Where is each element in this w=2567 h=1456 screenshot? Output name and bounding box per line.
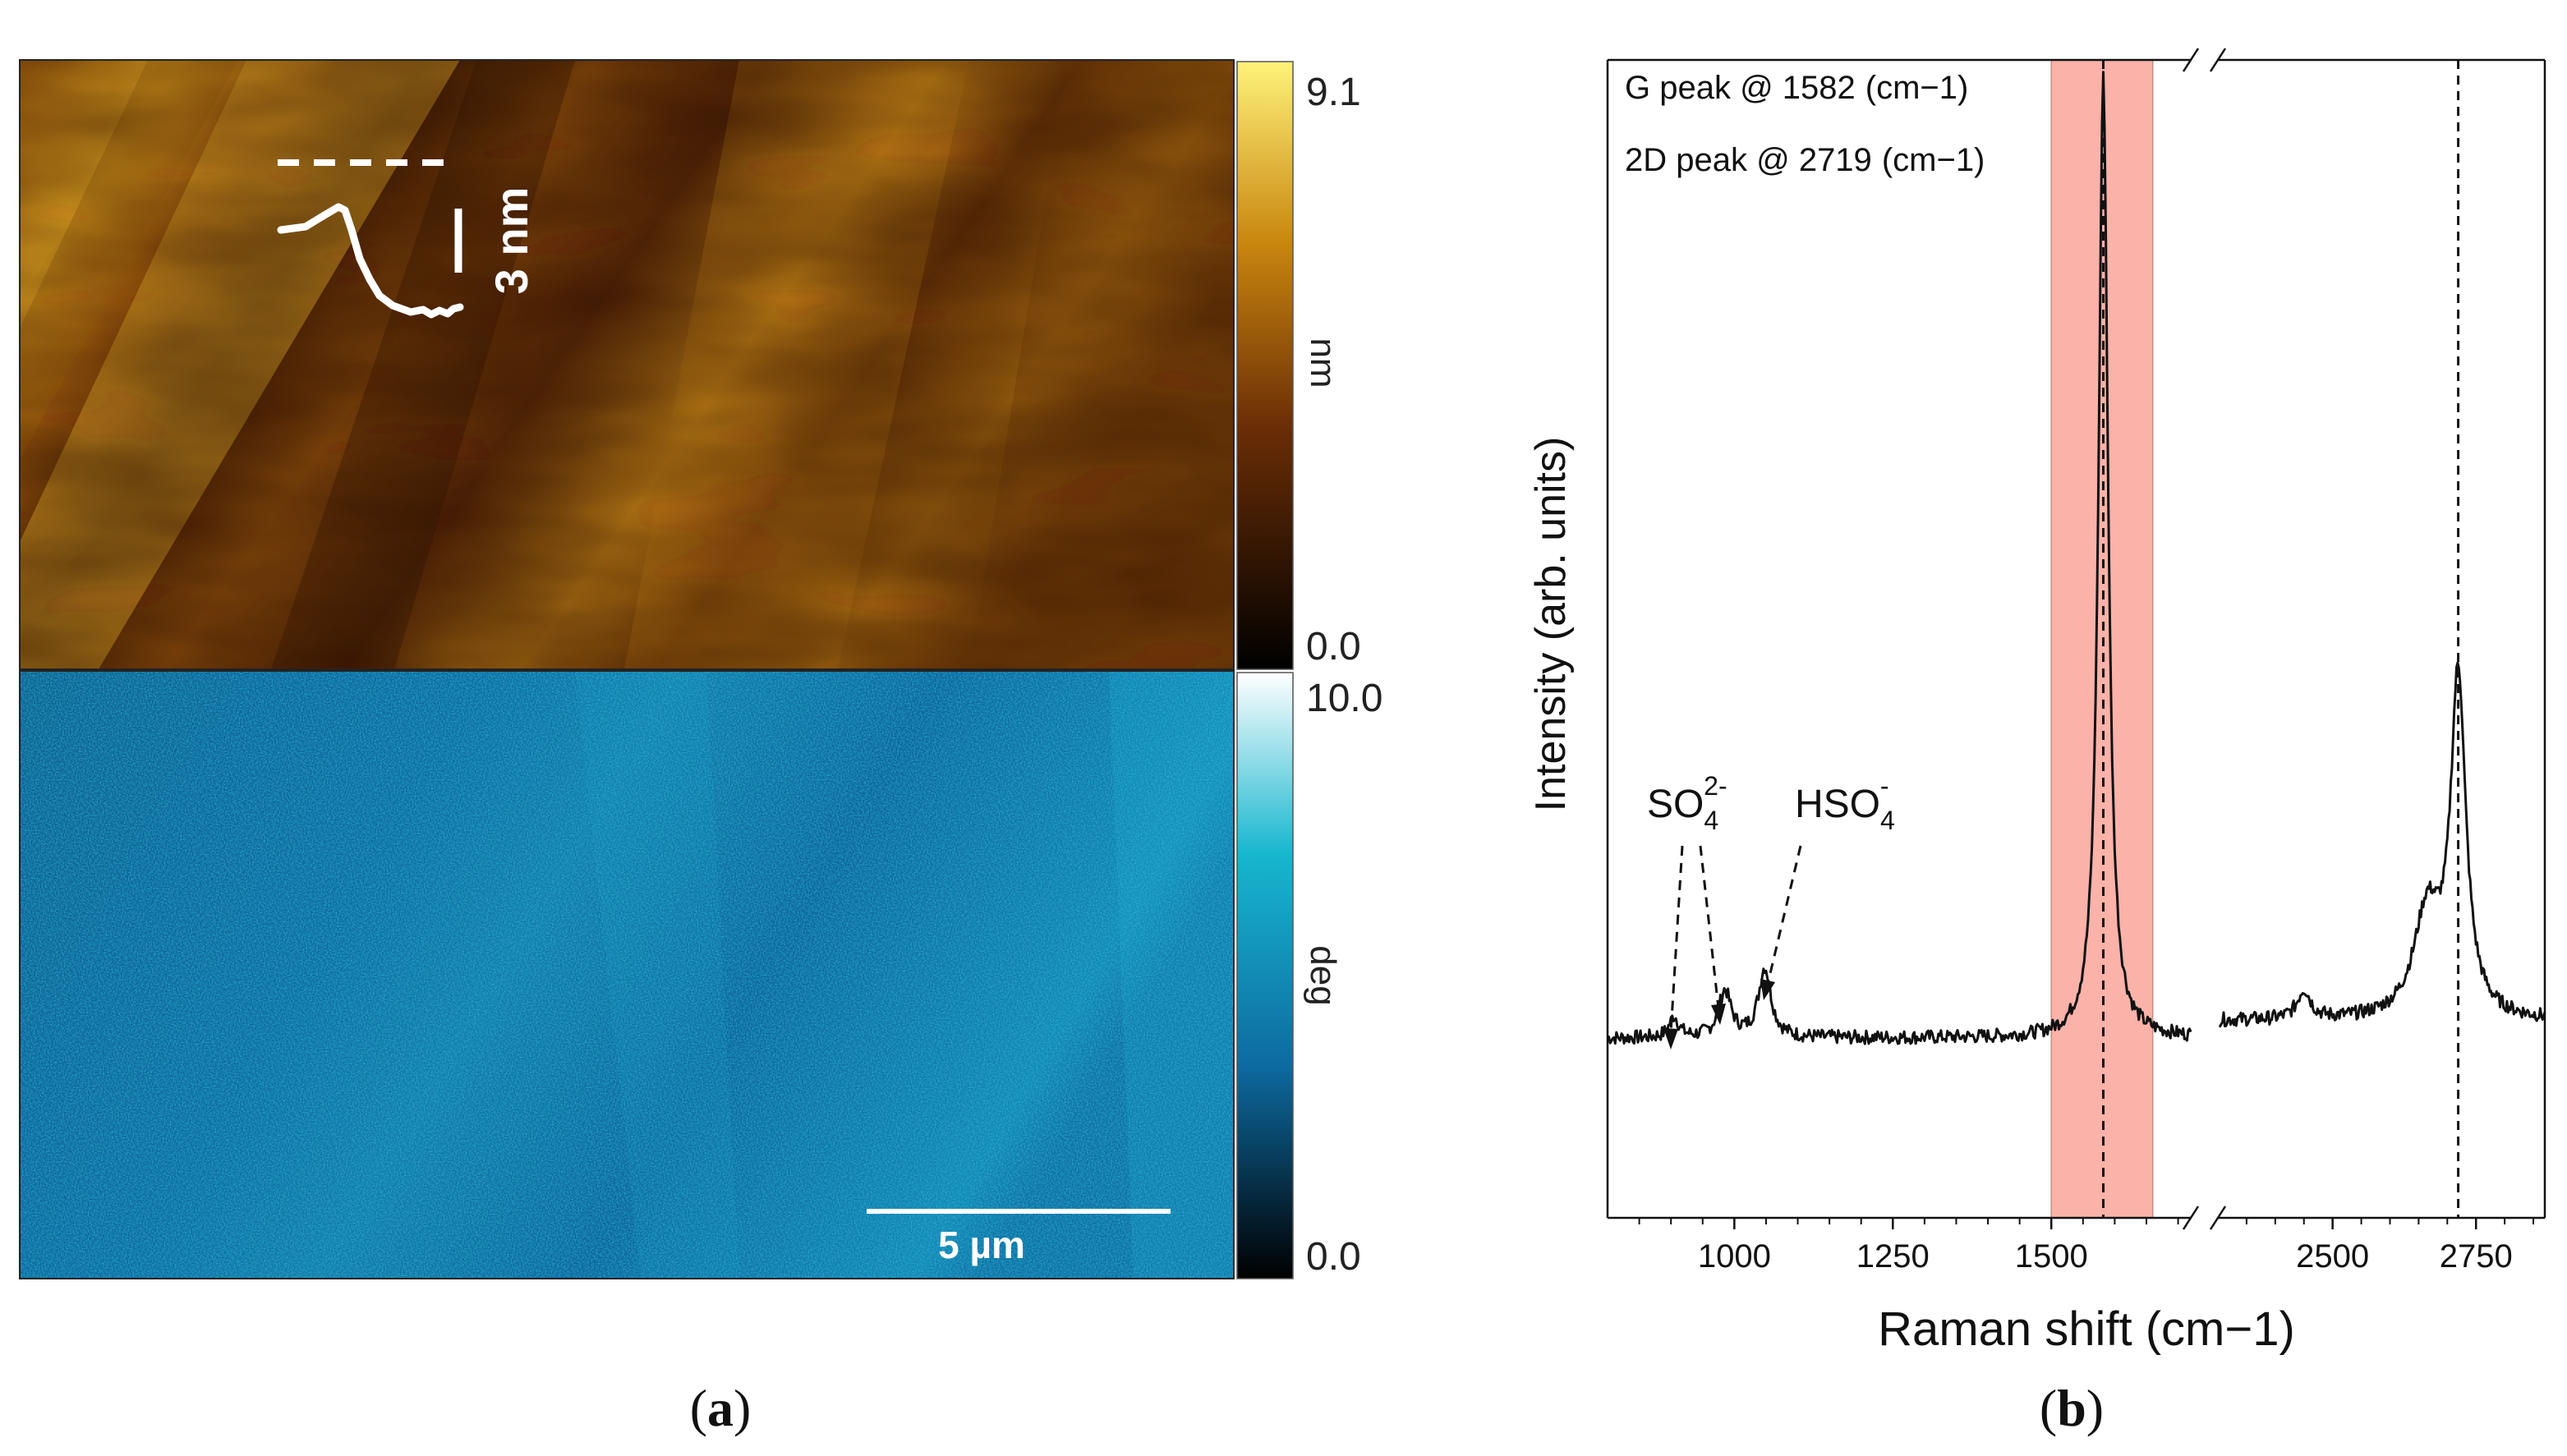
y-axis-label: Intensity (arb. units) bbox=[1527, 437, 1575, 812]
spectrum-line-left bbox=[1607, 71, 2192, 1045]
hso4-sup: - bbox=[1880, 771, 1889, 801]
hso4-annotation: HSO4 - bbox=[1795, 771, 1895, 835]
hso4-arrow-head bbox=[1760, 979, 1775, 1000]
raman-chart: 1000 1250 1500 2500 2750 G peak @ 1582 (cm−1)… bbox=[1527, 48, 2546, 1437]
x-tick-label-1000: 1000 bbox=[1698, 1238, 1771, 1275]
so4-arrow-2 bbox=[1699, 845, 1720, 1009]
so4-base: SO bbox=[1647, 783, 1704, 826]
x-tick-label-2500: 2500 bbox=[2296, 1238, 2369, 1275]
chart-background-layer bbox=[2050, 59, 2460, 1219]
x-tick-label-2750: 2750 bbox=[2440, 1238, 2513, 1275]
height-colorbar bbox=[1236, 61, 1294, 670]
panel-b-open: ( bbox=[2040, 1379, 2057, 1437]
g-peak-highlight-band bbox=[2050, 59, 2154, 1219]
so4-arrow-1-head bbox=[1663, 1028, 1678, 1050]
panel-a-open: ( bbox=[690, 1379, 707, 1437]
phase-colorbar-unit: deg bbox=[1303, 945, 1343, 1005]
g-peak-annotation: G peak @ 1582 (cm−1) bbox=[1625, 70, 1968, 106]
so4-sup: 2- bbox=[1704, 771, 1727, 801]
so4-arrow-2-head bbox=[1711, 1004, 1726, 1025]
height-colorbar-max: 9.1 bbox=[1306, 71, 1361, 114]
panel-b-label: (b) bbox=[2040, 1379, 2104, 1437]
height-profile-curve bbox=[277, 203, 464, 319]
phase-colorbar-min: 0.0 bbox=[1306, 1235, 1361, 1279]
so4-sub: 4 bbox=[1704, 806, 1718, 835]
phase-map-frame bbox=[19, 670, 1235, 1279]
2d-peak-unit: (cm−1) bbox=[1882, 142, 1985, 178]
x-tick-label-1500: 1500 bbox=[2015, 1238, 2088, 1275]
annotation-arrows bbox=[1663, 845, 1802, 1050]
g-peak-text: G peak @ 1582 bbox=[1625, 70, 1856, 106]
2d-peak-text: 2D peak @ 2719 bbox=[1625, 142, 1872, 178]
spectrum-line-right bbox=[2219, 661, 2546, 1028]
chart-series-layer bbox=[1607, 71, 2546, 1045]
hso4-sub: 4 bbox=[1880, 806, 1895, 835]
chart-axes-layer: 1000 1250 1500 2500 2750 bbox=[1606, 48, 2546, 1275]
axis-break-mark-1 bbox=[2209, 1206, 2227, 1230]
length-scale-label: 5 µm bbox=[938, 1224, 1025, 1266]
phase-colorbar bbox=[1236, 672, 1294, 1279]
height-colorbar-min: 0.0 bbox=[1306, 625, 1361, 668]
panel-a-label: (a) bbox=[690, 1379, 752, 1437]
so4-annotation: SO4 2- bbox=[1647, 771, 1727, 835]
g-peak-unit: (cm−1) bbox=[1865, 70, 1969, 106]
phase-map bbox=[20, 671, 1234, 1279]
axis-break-mark-0 bbox=[2182, 1206, 2200, 1230]
panel-b-letter: b bbox=[2057, 1379, 2086, 1437]
axis-break-mark-3 bbox=[2209, 48, 2227, 72]
height-map bbox=[20, 60, 1234, 669]
hso4-base: HSO bbox=[1795, 783, 1880, 826]
panel-b-close: ) bbox=[2086, 1379, 2104, 1437]
so4-arrow-1 bbox=[1669, 845, 1684, 1034]
2d-peak-annotation: 2D peak @ 2719 (cm−1) bbox=[1625, 142, 1985, 178]
axis-break-mark-2 bbox=[2182, 48, 2200, 72]
height-colorbar-unit: nm bbox=[1303, 338, 1343, 388]
panel-a-letter: a bbox=[707, 1379, 734, 1437]
x-tick-label-1250: 1250 bbox=[1856, 1238, 1930, 1275]
profile-scale-label: 3 nm bbox=[485, 187, 537, 295]
panel-a-close: ) bbox=[734, 1379, 751, 1437]
hso4-arrow bbox=[1766, 845, 1802, 985]
height-map-frame bbox=[19, 59, 1235, 670]
x-axis-label: Raman shift (cm−1) bbox=[1878, 1302, 2295, 1356]
phase-colorbar-max: 10.0 bbox=[1306, 677, 1382, 720]
